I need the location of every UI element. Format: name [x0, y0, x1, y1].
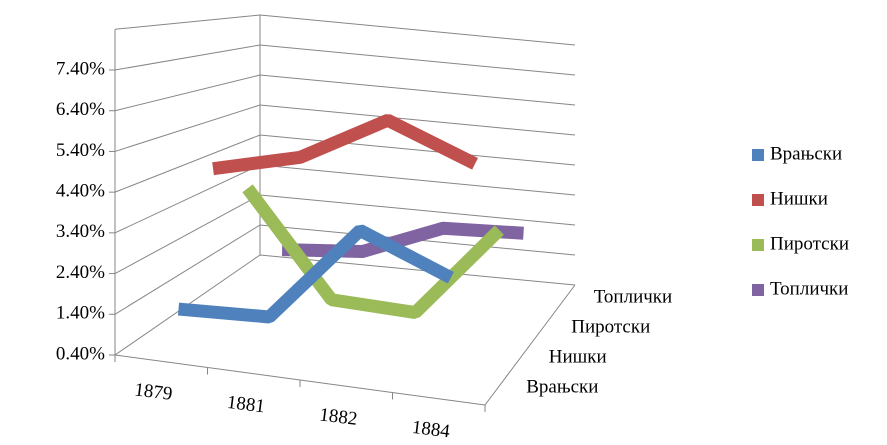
floor-edge — [484, 284, 576, 406]
legend-swatch — [752, 149, 764, 161]
x-tick-label: 1881 — [226, 392, 266, 417]
grid-line — [114, 44, 576, 76]
series-line — [177, 224, 454, 324]
legend-swatch — [752, 284, 764, 296]
x-tick-label: 1882 — [318, 404, 358, 429]
series-line — [212, 114, 478, 176]
y-tick-label: 5.40% — [56, 140, 105, 161]
y-tick-label: 2.40% — [56, 262, 105, 283]
y-tick-label: 0.40% — [56, 343, 105, 364]
legend-label: Врањски — [770, 143, 842, 164]
legend-label: Топлички — [770, 278, 848, 299]
y-tick-label: 1.40% — [56, 303, 105, 324]
y-tick-label: 7.40% — [56, 58, 105, 79]
x-tick-label: 1879 — [133, 379, 173, 404]
y-tick-label: 6.40% — [56, 99, 105, 120]
wall-top — [114, 14, 576, 46]
depth-tick-label: Топлички — [594, 286, 672, 307]
series-line — [242, 184, 504, 319]
legend-swatch — [752, 194, 764, 206]
y-tick-label: 3.40% — [56, 221, 105, 242]
depth-tick-label: Нишки — [549, 346, 607, 367]
depth-tick-label: Врањски — [526, 376, 598, 397]
legend-label: Нишки — [770, 188, 828, 209]
grid-line — [114, 74, 576, 112]
legend-label: Пиротски — [770, 233, 849, 254]
series-line — [281, 221, 524, 258]
grid-line — [114, 164, 576, 234]
depth-tick-label: Пиротски — [571, 316, 650, 337]
x-tick-label: 1884 — [411, 417, 452, 443]
y-tick-label: 4.40% — [56, 181, 105, 202]
legend-swatch — [752, 239, 764, 251]
